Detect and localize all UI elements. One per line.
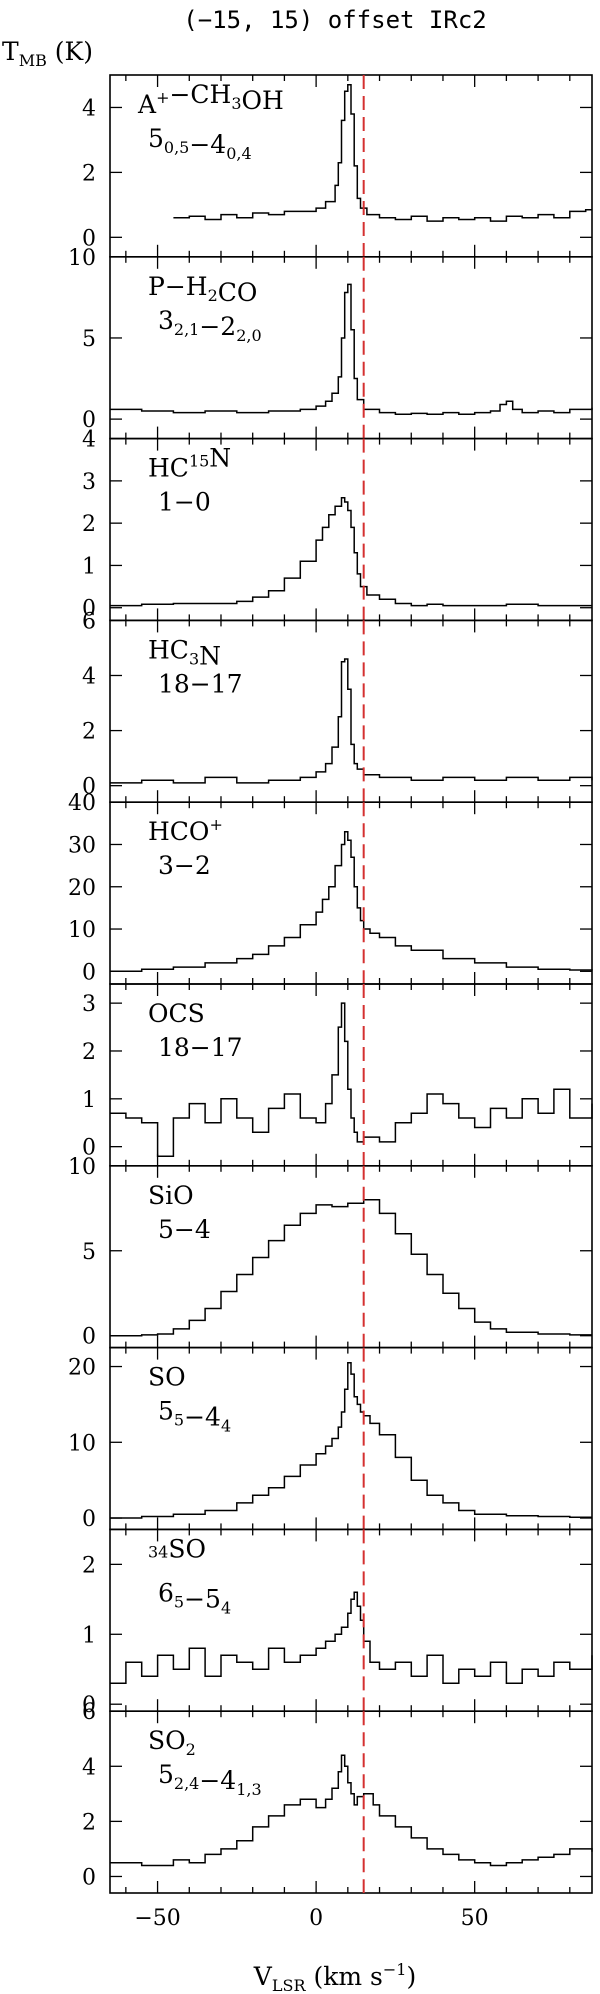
spectrum-line [110,1199,592,1337]
y-tick-label: 0 [82,1693,96,1718]
y-tick-label: 2 [82,1810,96,1835]
transition-label: 55−44 [158,1397,231,1436]
spectrum-line [110,1362,592,1519]
x-axis-label: VLSR (km s−1) [253,1960,416,1994]
spectrum-line [110,831,593,973]
molecule-label: OCS [148,999,205,1028]
molecule-label: HC15N [148,444,231,483]
spectrum-panels: 024 A+−CH3OH50,5−40,40510P−H2CO32,1−22,00… [68,74,593,1931]
y-tick-label: 2 [82,161,96,186]
y-tick-label: 4 [82,96,96,121]
y-tick-label: 2 [82,720,96,745]
y-tick-label: 40 [68,791,96,816]
molecule-label: HC3N [148,635,221,670]
molecule-label: SO2 [148,1726,196,1759]
spectrum-line [110,1754,593,1867]
y-tick-label: 20 [68,1356,96,1381]
y-tick-label: 2 [82,1040,96,1065]
spectrum-line [110,283,593,416]
panel-1: 0 2 4 A+−CH3OH 50,5−40,4 [82,74,593,258]
spectrum-line [110,1002,593,1157]
y-tick-label: 10 [68,246,96,271]
y-tick-label: 6 [82,609,96,634]
y-tick-label: 0 [82,1136,96,1161]
transition-label: 52,4−41,3 [158,1760,262,1799]
y-tick-label: 5 [82,1240,96,1265]
molecule-label: P−H2CO [148,272,257,307]
y-tick-label: 0 [82,775,96,800]
y-tick-label: 0 [82,960,96,985]
panel-frame [109,1710,593,1894]
spectrum-line [110,497,592,607]
y-tick-label: 0 [82,408,96,433]
transition-label: 50,5−40,4 [148,124,252,163]
y-tick-label: 10 [68,1155,96,1180]
molecule-label: 34SO [148,1534,206,1563]
y-tick-label: 4 [82,664,96,689]
y-tick-label: 1 [82,1623,96,1648]
y-tick-label: 4 [82,428,96,453]
transition-label: 18−17 [158,1033,243,1062]
x-tick-label: −50 [134,1906,180,1931]
y-tick-label: 30 [68,833,96,858]
molecule-label: A+−CH3OH [137,80,284,119]
y-tick-label: 20 [68,876,96,901]
transition-label: 3−2 [158,851,211,880]
transition-label: 32,1−22,0 [158,306,262,345]
y-tick-label: 4 [82,1755,96,1780]
spectrum-line [110,1591,593,1684]
transition-label: 5−4 [158,1215,211,1244]
x-tick-label: 0 [309,1906,323,1931]
y-tick-label: 0 [82,1865,96,1890]
y-tick-label: 1 [82,554,96,579]
y-tick-label: 0 [82,226,96,251]
x-tick-label: 50 [461,1906,489,1931]
panel-5: 0 10 20 30 40 HCO+ 3−2 [68,791,593,985]
transition-label: 1−0 [158,488,211,517]
molecule-label: SiO [148,1181,194,1210]
y-tick-label: 0 [82,597,96,622]
y-tick-label: 3 [82,992,96,1017]
transition-label: 18−17 [158,669,243,698]
y-tick-label: 3 [82,470,96,495]
molecule-label: SO [148,1363,186,1392]
molecule-label: HCO+ [148,815,223,846]
y-tick-label: 0 [82,1507,96,1532]
transition-label: 65−54 [158,1578,231,1617]
y-axis-label: TMB (K) [2,37,93,70]
y-tick-label: 6 [82,1700,96,1725]
y-tick-label: 10 [68,918,96,943]
y-tick-label: 2 [82,1553,96,1578]
y-tick-label: 0 [82,1325,96,1350]
y-tick-label: 5 [82,327,96,352]
panel-9: 0 1 2 34SO 65−54 [82,1528,593,1718]
panel-7: 0 5 10 SiO 5−4 [68,1155,593,1350]
figure-title: (−15, 15) offset IRc2 [183,6,486,34]
y-tick-label: 10 [68,1431,96,1456]
spectrum-line [173,83,592,222]
panel-6: 0 1 2 3 OCS 18−17 [82,983,593,1167]
y-tick-label: 2 [82,512,96,537]
panel-8: 0 10 20 SO 55−44 [68,1346,593,1532]
panel-3: 0 1 2 3 4 HC15N 1−0 [82,428,593,622]
spectrum-line [110,658,593,784]
y-tick-label: 1 [82,1088,96,1113]
